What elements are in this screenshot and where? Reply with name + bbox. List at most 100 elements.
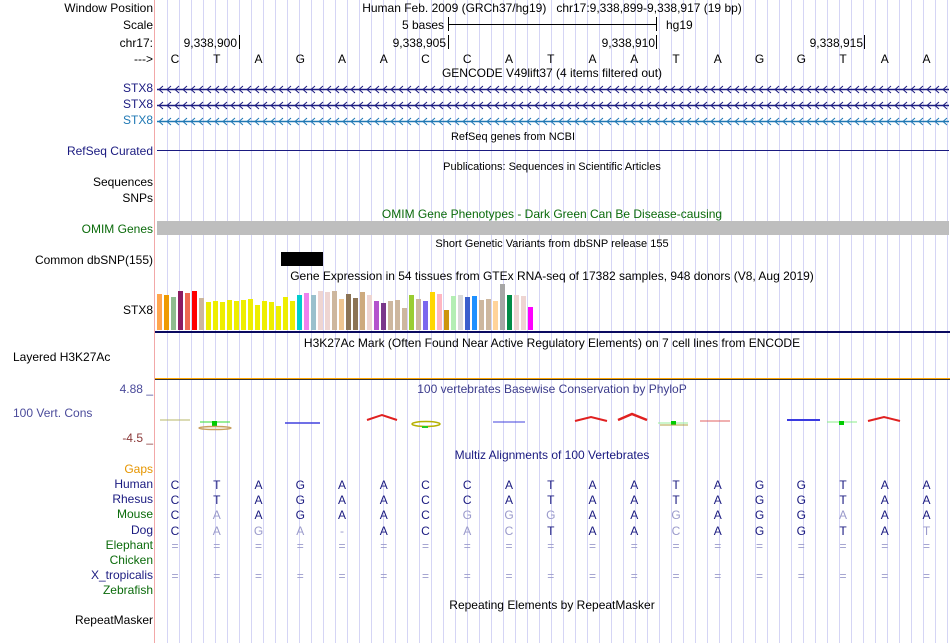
dbsnp-label[interactable]: Common dbSNP(155): [34, 253, 153, 267]
grid-line: [611, 0, 612, 643]
strand-arrow-icon: [278, 101, 284, 110]
gtex-tissue-bar[interactable]: [353, 298, 358, 330]
gencode-transcript[interactable]: [157, 115, 949, 126]
grid-line: [767, 0, 768, 643]
gtex-tissue-bar[interactable]: [227, 300, 232, 330]
species-label[interactable]: Human: [114, 477, 153, 491]
alignment-base: T: [547, 478, 555, 492]
grid-line: [923, 0, 924, 643]
gtex-tissue-bar[interactable]: [451, 296, 456, 330]
phylop-label[interactable]: 100 Vert. Cons: [13, 406, 93, 420]
gtex-tissue-bar[interactable]: [157, 294, 162, 330]
gencode-item-label[interactable]: STX8: [122, 113, 153, 127]
alignment-base: =: [630, 538, 638, 553]
alignment-base: A: [296, 523, 305, 538]
gencode-transcript[interactable]: [157, 99, 949, 110]
gtex-tissue-bar[interactable]: [262, 301, 267, 330]
gtex-tissue-bar[interactable]: [388, 301, 393, 330]
gtex-tissue-bar[interactable]: [507, 295, 512, 330]
gtex-tissue-bar[interactable]: [171, 297, 176, 330]
gtex-tissue-bar[interactable]: [367, 295, 372, 330]
gtex-tissue-bar[interactable]: [493, 301, 498, 330]
gtex-tissue-bar[interactable]: [276, 306, 281, 330]
gtex-tissue-bar[interactable]: [199, 298, 204, 330]
gtex-tissue-bar[interactable]: [465, 297, 470, 330]
gtex-tissue-bar[interactable]: [402, 308, 407, 330]
gtex-tissue-bar[interactable]: [423, 301, 428, 330]
gtex-tissue-bar[interactable]: [269, 302, 274, 330]
gtex-tissue-bar[interactable]: [248, 299, 253, 330]
dbsnp-variant[interactable]: [281, 252, 323, 266]
base-letter: C: [170, 52, 180, 66]
gtex-tissue-bar[interactable]: [458, 295, 463, 330]
strand-arrow-icon: [702, 101, 708, 110]
gtex-tissue-bar[interactable]: [437, 294, 442, 330]
gtex-tissue-bar[interactable]: [430, 292, 435, 330]
species-label[interactable]: X_tropicalis: [90, 568, 153, 583]
gtex-tissue-bar[interactable]: [318, 291, 323, 330]
gtex-tissue-bar[interactable]: [234, 301, 239, 330]
species-label[interactable]: Dog: [130, 522, 153, 537]
gtex-tissue-bar[interactable]: [304, 293, 309, 330]
gtex-tissue-bar[interactable]: [500, 284, 505, 330]
repeatmasker-label[interactable]: RepeatMasker: [74, 613, 153, 627]
omim-label[interactable]: OMIM Genes: [81, 222, 153, 236]
gtex-tissue-bar[interactable]: [409, 295, 414, 330]
gtex-tissue-bar[interactable]: [416, 299, 421, 330]
strand-arrow-icon: [646, 85, 652, 94]
publications-label[interactable]: Sequences: [92, 175, 153, 189]
alignment-base: A: [880, 478, 889, 492]
h3k27ac-label[interactable]: Layered H3K27Ac: [13, 350, 111, 364]
gtex-tissue-bar[interactable]: [220, 302, 225, 330]
gtex-tissue-bar[interactable]: [528, 307, 533, 330]
strand-arrow-icon: [886, 85, 892, 94]
gtex-tissue-bar[interactable]: [444, 310, 449, 330]
alignment-base: C: [671, 523, 681, 538]
strand-arrow-icon: [230, 101, 236, 110]
gtex-tissue-bar[interactable]: [255, 305, 260, 330]
gtex-tissue-bar[interactable]: [297, 295, 302, 330]
gtex-tissue-bar[interactable]: [479, 300, 484, 330]
gtex-tissue-bar[interactable]: [395, 300, 400, 330]
omim-gene-bar[interactable]: [157, 221, 949, 235]
gtex-expression-chart[interactable]: [157, 284, 537, 330]
gtex-tissue-bar[interactable]: [290, 301, 295, 330]
refseq-gene[interactable]: [157, 150, 949, 151]
species-label[interactable]: Rhesus: [112, 492, 153, 507]
species-label[interactable]: Mouse: [116, 507, 153, 522]
gtex-tissue-bar[interactable]: [206, 302, 211, 330]
gencode-item-label[interactable]: STX8: [122, 81, 153, 95]
snps-label[interactable]: SNPs: [122, 191, 153, 205]
gtex-tissue-bar[interactable]: [332, 291, 337, 330]
gtex-tissue-bar[interactable]: [381, 303, 386, 330]
gtex-tissue-bar[interactable]: [283, 297, 288, 330]
gtex-tissue-bar[interactable]: [192, 291, 197, 330]
gencode-transcript[interactable]: [157, 83, 949, 94]
gtex-tissue-bar[interactable]: [472, 296, 477, 330]
gtex-tissue-bar[interactable]: [514, 295, 519, 330]
alignment-base: =: [714, 538, 722, 553]
species-label[interactable]: Chicken: [109, 553, 153, 567]
strand-arrow-icon: [590, 85, 596, 94]
gtex-tissue-bar[interactable]: [241, 300, 246, 330]
gencode-item-label[interactable]: STX8: [122, 97, 153, 111]
gtex-tissue-bar[interactable]: [213, 301, 218, 330]
gtex-label[interactable]: STX8: [122, 303, 153, 317]
gaps-label[interactable]: Gaps: [124, 462, 153, 476]
gtex-tissue-bar[interactable]: [325, 292, 330, 330]
gtex-tissue-bar[interactable]: [164, 295, 169, 330]
gtex-tissue-bar[interactable]: [178, 291, 183, 330]
strand-arrow-icon: [798, 117, 804, 126]
gtex-tissue-bar[interactable]: [185, 293, 190, 330]
gtex-tissue-bar[interactable]: [339, 299, 344, 330]
refseq-label[interactable]: RefSeq Curated: [66, 144, 153, 158]
gtex-tissue-bar[interactable]: [521, 296, 526, 330]
gtex-tissue-bar[interactable]: [360, 292, 365, 330]
gtex-tissue-bar[interactable]: [346, 294, 351, 330]
gtex-tissue-bar[interactable]: [486, 299, 491, 330]
strand-arrow-icon: [894, 85, 900, 94]
gtex-tissue-bar[interactable]: [311, 295, 316, 330]
gtex-tissue-bar[interactable]: [374, 301, 379, 330]
species-label[interactable]: Elephant: [105, 537, 153, 552]
species-label[interactable]: Zebrafish: [102, 583, 153, 598]
